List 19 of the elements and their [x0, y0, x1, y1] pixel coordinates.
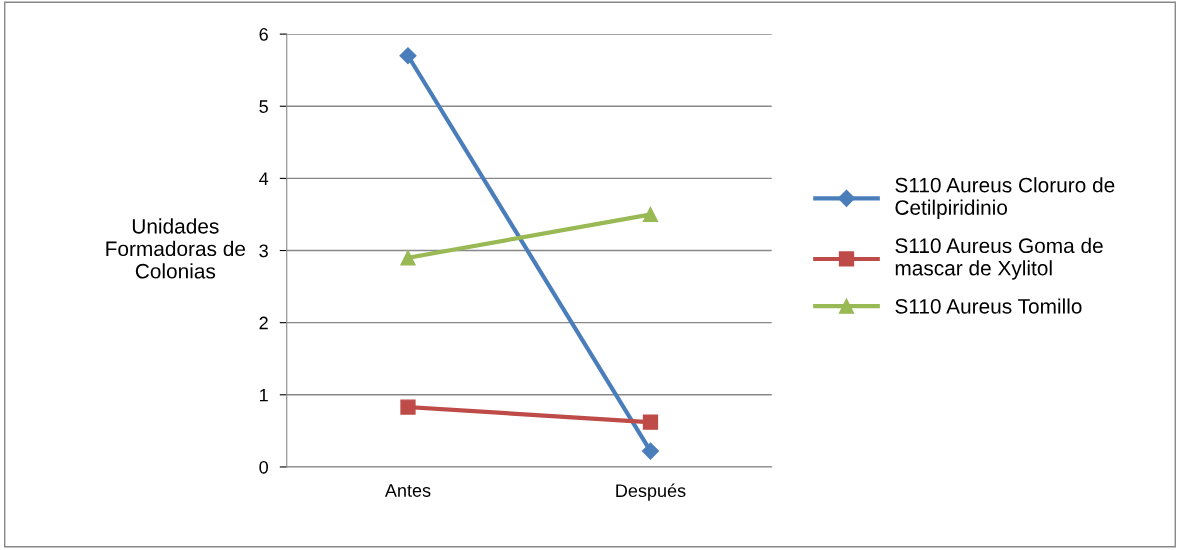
point: [400, 399, 416, 415]
legend-label: S110 Aureus Tomillo: [895, 298, 1082, 314]
legend-label: S110 Aureus Goma de mascar de Xylitol: [895, 237, 1103, 280]
point: [642, 206, 659, 223]
y-tick-label: 1: [260, 388, 268, 402]
y-tick-label: 5: [259, 100, 268, 113]
y-axis-title: Unidades Formadoras de Colonias: [106, 218, 246, 279]
y-tick-label: 3: [259, 244, 268, 258]
point: [641, 442, 660, 460]
point: [399, 47, 417, 65]
x-tick-label: Después: [616, 483, 686, 501]
point: [400, 250, 416, 266]
y-tick-label: 6: [259, 28, 268, 41]
x-tick-label: Antes: [384, 484, 431, 497]
y-tick-label: 4: [259, 172, 269, 185]
legend-label: S110 Aureus Cloruro de Cetilpiridinio: [895, 177, 1115, 220]
y-tick-label: 0: [259, 460, 268, 474]
point: [642, 414, 659, 430]
y-tick-label: 2: [259, 316, 268, 330]
